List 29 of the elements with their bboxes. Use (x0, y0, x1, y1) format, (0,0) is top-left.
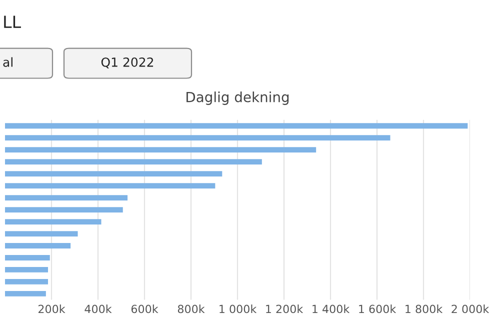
bar (5, 255, 50, 260)
bar (5, 147, 316, 153)
bar (5, 243, 71, 248)
x-tick-label: 2 000k (452, 304, 490, 314)
bar (5, 219, 102, 224)
text: al (3, 57, 12, 67)
x-tick-label: 400k (84, 304, 112, 314)
bar (5, 159, 262, 165)
x-tick-label: 1 200k (266, 304, 304, 314)
bar (5, 183, 216, 189)
x-tick-label: 1 600k (359, 304, 396, 314)
text: Q1 2022 (101, 57, 154, 68)
bar (5, 267, 48, 272)
bar (5, 171, 222, 177)
bar (5, 135, 390, 141)
bar (5, 207, 123, 212)
x-tick-label: 1 000k (220, 304, 257, 314)
x-tick-label: 1 400k (312, 304, 350, 314)
chart-title: Daglig dekning (186, 92, 289, 105)
bar (5, 231, 78, 236)
x-tick-label: 800k (178, 304, 205, 314)
bar (5, 123, 468, 129)
bar (5, 291, 46, 296)
x-tick-label: 200k (38, 304, 66, 314)
x-tick-label: 1 800k (406, 304, 443, 314)
bar (5, 279, 48, 284)
bar (5, 195, 128, 200)
text: LL (4, 16, 21, 28)
x-tick-label: 600k (131, 304, 158, 314)
